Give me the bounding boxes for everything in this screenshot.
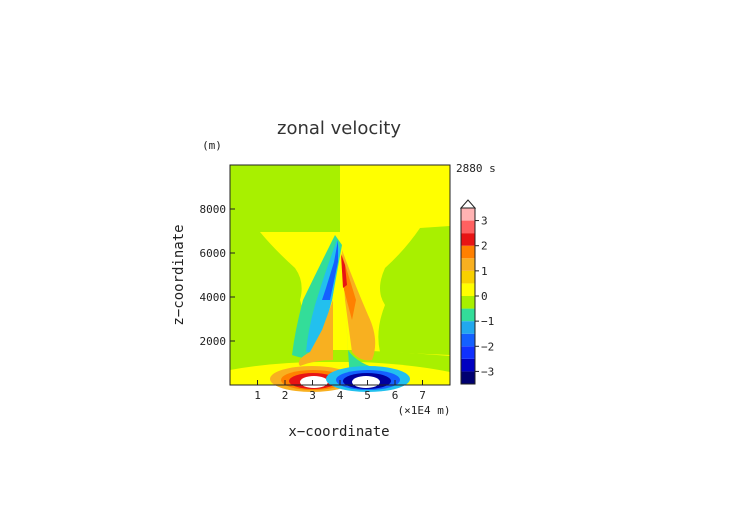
- field-upper-left: [230, 165, 340, 232]
- colorbar: 3 2 1 0 −1 −2 −3: [459, 199, 494, 385]
- chart-title: zonal velocity: [277, 118, 401, 139]
- colorbar-band: [461, 245, 475, 259]
- x-tick-label: 7: [419, 389, 426, 402]
- x-axis-title: x−coordinate: [288, 424, 389, 440]
- time-label: 2880 s: [456, 162, 496, 175]
- colorbar-band: [461, 220, 475, 234]
- colorbar-band: [461, 371, 475, 384]
- colorbar-extend-triangle: [459, 199, 477, 209]
- y-tick-label: 2000: [200, 335, 227, 348]
- colorbar-band: [461, 233, 475, 246]
- x-tick-label: 5: [364, 389, 371, 402]
- colorbar-label: 0: [481, 290, 488, 303]
- colorbar-band: [461, 346, 475, 359]
- field-pos-plume: [342, 250, 376, 361]
- field-left-green-lobe: [230, 230, 307, 358]
- x-tick-label: 1: [254, 389, 261, 402]
- colorbar-band: [461, 308, 475, 322]
- colorbar-band: [461, 333, 475, 347]
- y-unit-label: (m): [202, 139, 222, 152]
- y-axis-title: z−coordinate: [171, 224, 187, 325]
- x-unit-label: (×1E4 m): [398, 404, 451, 417]
- field-neg-jet-core: [352, 376, 380, 388]
- colorbar-band: [461, 208, 475, 221]
- x-tick-label: 6: [392, 389, 399, 402]
- field-pos-strong: [341, 254, 347, 288]
- x-tick-label: 3: [309, 389, 316, 402]
- y-tick-label: 4000: [200, 291, 227, 304]
- y-axis: 2000 4000 6000 8000: [200, 203, 235, 348]
- colorbar-band: [461, 258, 475, 271]
- colorbar-label: 1: [481, 265, 488, 278]
- colorbar-band: [461, 358, 475, 372]
- colorbar-band: [461, 321, 475, 334]
- field-neg-core: [306, 240, 340, 352]
- colorbar-band: [461, 296, 475, 309]
- field-neg-plume-right: [345, 300, 407, 383]
- x-tick-label: 4: [337, 389, 344, 402]
- y-tick-label: 8000: [200, 203, 227, 216]
- x-axis: 1 2 3 4 5 6 7: [254, 380, 426, 402]
- colorbar-band: [461, 283, 475, 296]
- plot-area: [229, 164, 451, 392]
- colorbar-label: 3: [481, 215, 488, 228]
- field-pos-jet-core: [300, 376, 328, 388]
- y-tick-label: 6000: [200, 247, 227, 260]
- field-neg-strong: [322, 240, 338, 300]
- colorbar-label: 2: [481, 240, 488, 253]
- field-right-green-lobe: [378, 226, 450, 355]
- colorbar-label: −3: [481, 365, 494, 378]
- colorbar-band: [461, 270, 475, 284]
- field-pos-left-plume: [298, 300, 333, 366]
- colorbar-label: −2: [481, 340, 494, 353]
- x-tick-label: 2: [282, 389, 289, 402]
- colorbar-label: −1: [481, 315, 494, 328]
